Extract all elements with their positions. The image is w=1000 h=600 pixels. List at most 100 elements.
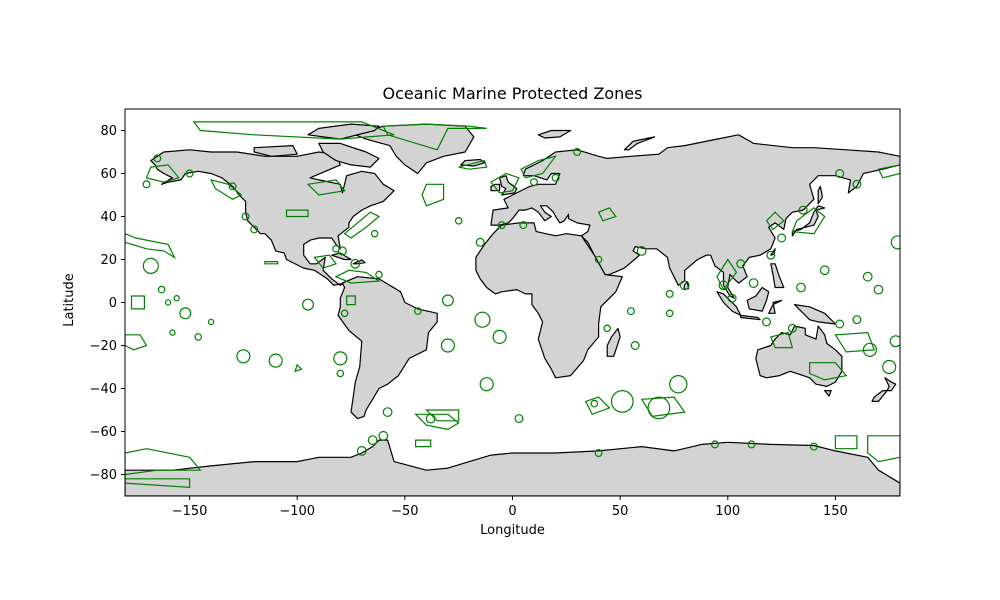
protected-zone-circle xyxy=(819,265,830,276)
protected-zone-polygon xyxy=(125,448,202,476)
protected-zone-circle xyxy=(630,341,640,351)
x-tick-label: 150 xyxy=(823,504,848,519)
y-tick-label: −20 xyxy=(90,339,117,354)
y-tick-label: 60 xyxy=(100,167,117,182)
protected-zone-polygon xyxy=(520,155,558,179)
land-philippines xyxy=(770,263,785,289)
protected-zone-circle xyxy=(179,307,192,320)
protected-zone-circle xyxy=(268,353,283,368)
protected-zone-polygon xyxy=(414,413,460,431)
land-borneo xyxy=(746,286,770,312)
protected-zone-circle xyxy=(594,449,603,458)
land-new-zealand-south xyxy=(871,390,888,402)
protected-zone-polygon xyxy=(285,209,309,218)
protected-zone-polygon xyxy=(192,121,395,140)
protected-zone-circle xyxy=(142,257,159,274)
protected-zone-circle xyxy=(169,329,176,336)
land-svalbard xyxy=(537,129,572,139)
protected-zone-circle xyxy=(889,335,900,348)
y-axis: −80 −60 −40 −20 0 20 40 60 80 xyxy=(90,124,125,483)
protected-zone-circle xyxy=(497,221,506,230)
protected-zone-polygon xyxy=(145,164,180,183)
protected-zone-circle xyxy=(882,359,897,375)
y-axis-label: Latitude xyxy=(62,273,77,327)
protected-zone-circle xyxy=(375,270,383,279)
protected-zone-polygon xyxy=(421,183,445,207)
protected-zone-polygon xyxy=(834,435,858,450)
protected-zone-circle xyxy=(852,315,862,325)
land-new-guinea xyxy=(793,304,837,325)
protected-zone-circle xyxy=(761,317,771,327)
protected-zone-circle xyxy=(333,351,348,366)
protected-zone-circle xyxy=(441,294,454,307)
protected-zone-circle xyxy=(302,298,315,311)
protected-zone-circle xyxy=(173,295,180,302)
land-antarctica xyxy=(125,439,900,496)
protected-zone-circle xyxy=(665,309,674,318)
protected-zone-circle xyxy=(413,307,422,315)
protected-zone-circle xyxy=(207,318,215,326)
protected-zone-circle xyxy=(340,309,349,318)
land-new-zealand-north xyxy=(884,377,897,392)
protected-zone-circle xyxy=(626,307,635,316)
protected-zone-circle xyxy=(479,377,494,392)
protected-zone-polygon xyxy=(209,178,243,200)
protected-zone-polygon xyxy=(125,478,191,489)
protected-zone-polygon xyxy=(415,439,432,448)
protected-zone-circle xyxy=(475,237,485,247)
protected-zone-circle xyxy=(440,338,455,353)
land-madagascar xyxy=(606,327,621,357)
land-novaya-zemlya xyxy=(623,136,656,151)
protected-zone-polygon xyxy=(125,334,148,351)
protected-zone-circle xyxy=(241,212,250,221)
protected-zone-circle xyxy=(777,233,787,243)
protected-zone-polygon xyxy=(808,362,848,381)
land-south-america xyxy=(337,276,438,420)
protected-zone-circle xyxy=(164,299,172,306)
y-tick-label: −60 xyxy=(90,425,117,440)
protected-zone-circle xyxy=(236,349,251,364)
y-tick-label: 0 xyxy=(109,296,117,311)
x-axis: −150 −100 −50 0 50 100 150 xyxy=(172,496,848,519)
land-sulawesi xyxy=(768,299,783,314)
protected-zone-circle xyxy=(748,278,759,289)
protected-zone-circle xyxy=(382,407,393,418)
protected-zone-circle xyxy=(378,430,389,441)
protected-zone-polygon xyxy=(294,363,303,373)
protected-zone-circle xyxy=(890,235,900,250)
protected-zone-polygon xyxy=(584,396,611,416)
protected-zone-circle xyxy=(370,229,379,238)
protected-zone-polygon xyxy=(334,269,381,284)
protected-zone-circle xyxy=(852,179,862,189)
x-tick-label: 100 xyxy=(715,504,740,519)
land-tasmania xyxy=(824,390,832,397)
protected-zone-polygon xyxy=(343,211,381,239)
protected-zone-circle xyxy=(474,311,491,328)
protected-zone-circle xyxy=(647,396,671,420)
land-arctic-island-victoria xyxy=(253,145,298,157)
protected-zone-circle xyxy=(862,271,873,282)
y-tick-label: 80 xyxy=(100,124,117,139)
protected-zone-polygon xyxy=(769,331,794,349)
land-sakhalin xyxy=(817,185,824,205)
protected-zone-circle xyxy=(787,323,797,333)
protected-zone-circle xyxy=(873,284,884,295)
protected-zone-circle xyxy=(551,173,560,182)
protected-zone-circle xyxy=(665,289,674,298)
protected-zone-circle xyxy=(736,259,746,269)
protected-zone-circle xyxy=(332,245,340,253)
protected-zone-circle xyxy=(454,217,463,225)
land-africa xyxy=(475,222,623,379)
protected-zone-circle xyxy=(796,282,806,293)
protected-zone-polygon xyxy=(130,295,145,310)
protected-zone-polygon xyxy=(458,159,488,170)
y-tick-label: −80 xyxy=(90,468,117,483)
protected-zone-circle xyxy=(519,221,528,230)
protected-zone-polygon xyxy=(867,435,900,463)
protected-zone-circle xyxy=(747,440,756,449)
protected-zone-polygon xyxy=(382,123,487,151)
x-tick-label: 0 xyxy=(508,504,516,519)
protected-zone-circle xyxy=(862,342,878,357)
protected-zone-polygon xyxy=(877,164,900,179)
